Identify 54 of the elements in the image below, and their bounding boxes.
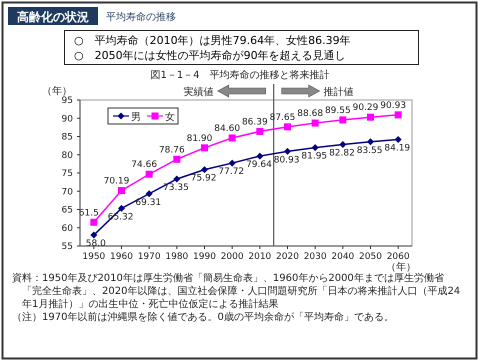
text: 平均寿命の推移 — [106, 11, 176, 23]
data-label: 88.68 — [297, 109, 324, 120]
x-tick-label: 2020 — [276, 252, 300, 262]
x-axis-title: （年） — [386, 261, 416, 273]
data-label: 74.66 — [131, 160, 158, 170]
data-label: 75.92 — [190, 174, 216, 184]
y-tick-label: 80 — [62, 150, 74, 161]
x-tick-label: 2030 — [304, 252, 327, 262]
data-label: 84.60 — [214, 124, 240, 134]
data-label: 73.35 — [163, 183, 189, 194]
text: 資料：1950年及び2010年は厚生労働省「簡易生命表」、1960年から2000年までは厚生労働省「完全生命表」、2020年以降は、国立社会保障・人口問題研究所「日本の将来推計人口（平成24年1月推計）」の出生中位・死亡中位仮定による推計結果 — [12, 272, 460, 310]
legend-label: 男 — [131, 112, 141, 123]
legend-label: 女 — [165, 111, 175, 123]
y-axis-title: （年） — [42, 85, 72, 97]
text: 実績値 — [184, 86, 214, 98]
text: ○ 平均寿命（2010年）は男性79.64年、女性86.39年 — [74, 34, 351, 47]
data-label: 90.93 — [380, 100, 406, 111]
x-tick-label: 1980 — [165, 252, 189, 262]
x-tick-label: 2060 — [386, 252, 410, 262]
x-tick-label: 2000 — [220, 252, 244, 262]
x-tick-label: 2040 — [331, 252, 355, 262]
x-tick-label: 1960 — [110, 252, 134, 262]
y-tick-label: 70 — [62, 187, 74, 198]
x-tick-label: 1970 — [138, 252, 161, 262]
data-label: 77.72 — [218, 167, 244, 178]
text: 高齢化の状況 — [17, 10, 89, 24]
data-label: 82.82 — [329, 148, 355, 158]
data-label: 86.39 — [242, 117, 268, 128]
data-label: 79.64 — [246, 160, 272, 170]
text: （注）1970年以前は沖縄県を除く値である。0歳の平均余命が「平均寿命」である。 — [12, 311, 394, 323]
data-label: 90.29 — [352, 103, 379, 114]
y-tick-label: 90 — [62, 114, 74, 124]
x-tick-label: 2010 — [248, 252, 272, 262]
data-label: 78.76 — [158, 145, 185, 156]
data-label: 81.95 — [301, 152, 328, 162]
data-label: 83.55 — [356, 146, 382, 156]
y-tick-label: 95 — [62, 96, 73, 106]
x-tick-label: 2050 — [359, 252, 382, 262]
y-tick-label: 75 — [62, 169, 73, 179]
data-label: 70.19 — [104, 176, 130, 187]
y-tick-label: 55 — [62, 242, 73, 252]
data-label: 81.90 — [186, 134, 213, 144]
data-label: 69.31 — [135, 198, 162, 208]
y-tick-label: 85 — [62, 132, 73, 142]
chart-title: 図1－1－4 平均寿命の推移と将来推計 — [150, 69, 330, 81]
text: 推計値 — [324, 86, 354, 98]
x-tick-label: 1950 — [82, 252, 106, 262]
data-label: 89.55 — [324, 106, 351, 116]
x-tick-label: 1990 — [193, 252, 216, 262]
data-label: 84.19 — [384, 143, 410, 154]
text: ○ 2050年には女性の平均寿命が90年を超える見通し — [74, 49, 346, 62]
data-label: 80.93 — [274, 155, 300, 166]
y-tick-label: 60 — [62, 224, 74, 234]
y-tick-label: 65 — [62, 206, 73, 216]
